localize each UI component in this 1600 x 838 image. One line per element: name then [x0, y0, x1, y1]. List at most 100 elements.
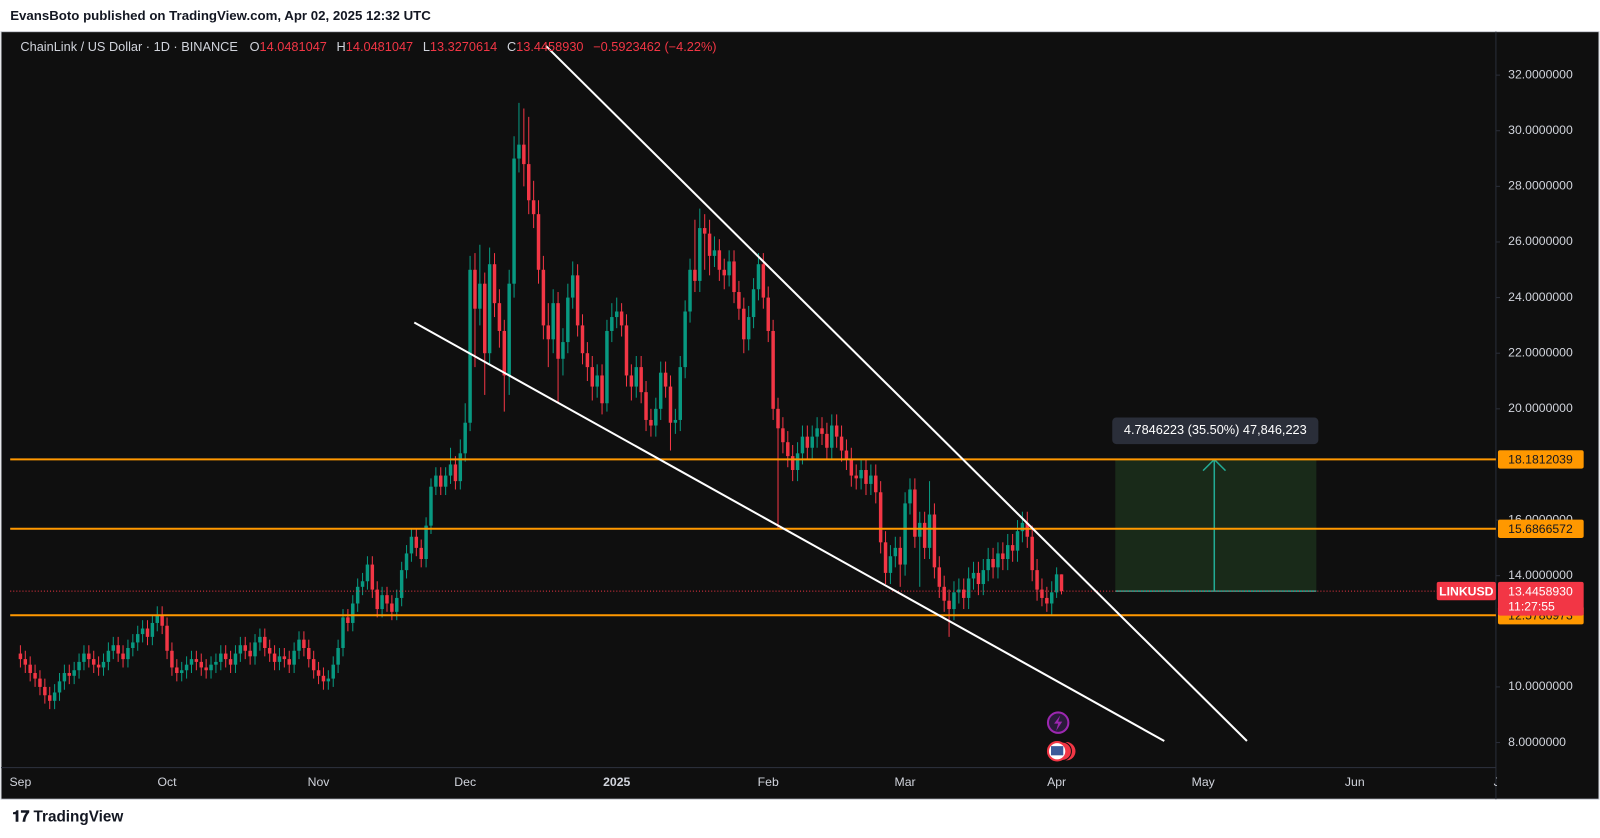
price-axis: 8.000000010.000000014.000000016.00000002…	[1436, 67, 1584, 749]
candle-body	[140, 628, 145, 635]
ohlc-prefix: H	[337, 39, 346, 54]
candle-body	[776, 408, 780, 429]
candle-body	[48, 695, 52, 701]
candle-body	[311, 659, 316, 671]
candle-body	[903, 503, 907, 565]
candle-body	[737, 292, 741, 309]
candle-body	[87, 653, 91, 660]
candle-body	[228, 659, 233, 665]
candle-body	[986, 559, 990, 571]
candle-body	[644, 392, 648, 420]
candle-body	[947, 600, 951, 610]
candle-body	[1030, 536, 1034, 571]
candle-body	[233, 653, 238, 665]
candle-body	[483, 283, 487, 354]
ohlc-prefix: C	[507, 39, 516, 54]
candle-body	[570, 275, 575, 298]
candle-body	[898, 547, 902, 565]
candle-body	[795, 453, 800, 471]
candle-body	[639, 367, 643, 393]
ohlc-prefix: O	[250, 39, 260, 54]
candle-body	[922, 522, 927, 548]
candle-body	[590, 367, 595, 387]
candle-body	[116, 645, 120, 654]
candle-body	[844, 450, 849, 459]
candle-body	[219, 653, 223, 662]
candle-body	[121, 653, 125, 660]
y-tick-label: 14.0000000	[1508, 568, 1573, 582]
level-label-box	[1497, 519, 1584, 538]
candle-body	[292, 650, 296, 665]
candle-body	[781, 428, 785, 443]
candle-body	[346, 617, 350, 623]
candle-body	[473, 269, 477, 309]
candle-body	[790, 456, 795, 471]
candle-body	[937, 567, 942, 587]
trend-line-lower	[413, 321, 1165, 742]
candle-body	[634, 367, 639, 387]
candle-body	[443, 475, 448, 487]
candle-body	[184, 664, 189, 671]
candle-body	[434, 475, 438, 487]
candle-body	[458, 453, 463, 482]
level-label-box	[1497, 450, 1584, 469]
candle-body	[913, 489, 917, 537]
candle-body	[1010, 545, 1015, 551]
candle-body	[23, 659, 28, 665]
candle-body	[663, 372, 668, 387]
candle-body	[67, 673, 72, 676]
candle-body	[966, 578, 971, 598]
y-tick-label: 20.0000000	[1508, 401, 1573, 415]
candle-body	[668, 386, 673, 423]
candle-body	[722, 269, 726, 276]
publisher-line: EvansBoto published on TradingView.com, …	[10, 8, 431, 23]
x-tick-label: Apr	[1047, 775, 1066, 789]
x-tick-label: Jun	[1345, 775, 1365, 789]
candle-body	[927, 514, 932, 548]
level-label: 18.1812039	[1508, 453, 1573, 467]
candle-body	[424, 525, 428, 560]
candle-body	[854, 475, 858, 479]
candle-body	[1059, 574, 1064, 592]
countdown: 11:27:55	[1508, 600, 1555, 614]
x-tick-label: Dec	[454, 775, 476, 789]
candle-body	[282, 656, 287, 660]
brand-logo: 𝟏𝟕 TradingView	[12, 809, 123, 826]
candle-body	[893, 547, 898, 557]
candle-body	[683, 311, 687, 368]
candle-body	[751, 289, 756, 318]
candle-body	[786, 442, 790, 457]
candle-body	[849, 458, 854, 476]
candle-body	[463, 422, 467, 454]
y-tick-label: 10.0000000	[1508, 679, 1573, 693]
candle-body	[830, 425, 834, 448]
candle-body	[214, 661, 218, 665]
candle-body	[492, 264, 497, 304]
candle-body	[145, 628, 150, 637]
x-tick-label: Nov	[308, 775, 331, 789]
last-price-box	[1497, 581, 1584, 616]
candle-body	[429, 486, 433, 526]
candle-body	[825, 433, 829, 448]
candle-body	[28, 664, 32, 674]
x-tick-label: Feb	[758, 775, 779, 789]
candle-body	[223, 653, 228, 660]
candle-body	[600, 375, 604, 404]
candle-body	[409, 536, 414, 554]
ohlc-value: 13.3270614	[430, 39, 497, 54]
candle-body	[732, 261, 736, 293]
candle-body	[693, 269, 697, 281]
y-tick-label: 28.0000000	[1508, 179, 1573, 193]
trend-line-upper	[545, 45, 1248, 742]
candle-body	[996, 553, 1000, 568]
x-tick-label: 2025	[603, 775, 630, 789]
measure-label: 4.7846223 (35.50%) 47,846,223	[1124, 422, 1307, 437]
candle-body	[614, 311, 619, 318]
event-icon-bolt	[1054, 715, 1063, 731]
candle-body	[874, 475, 878, 493]
candle-body	[209, 664, 213, 671]
candle-body	[991, 559, 995, 568]
candle-body	[971, 572, 976, 579]
